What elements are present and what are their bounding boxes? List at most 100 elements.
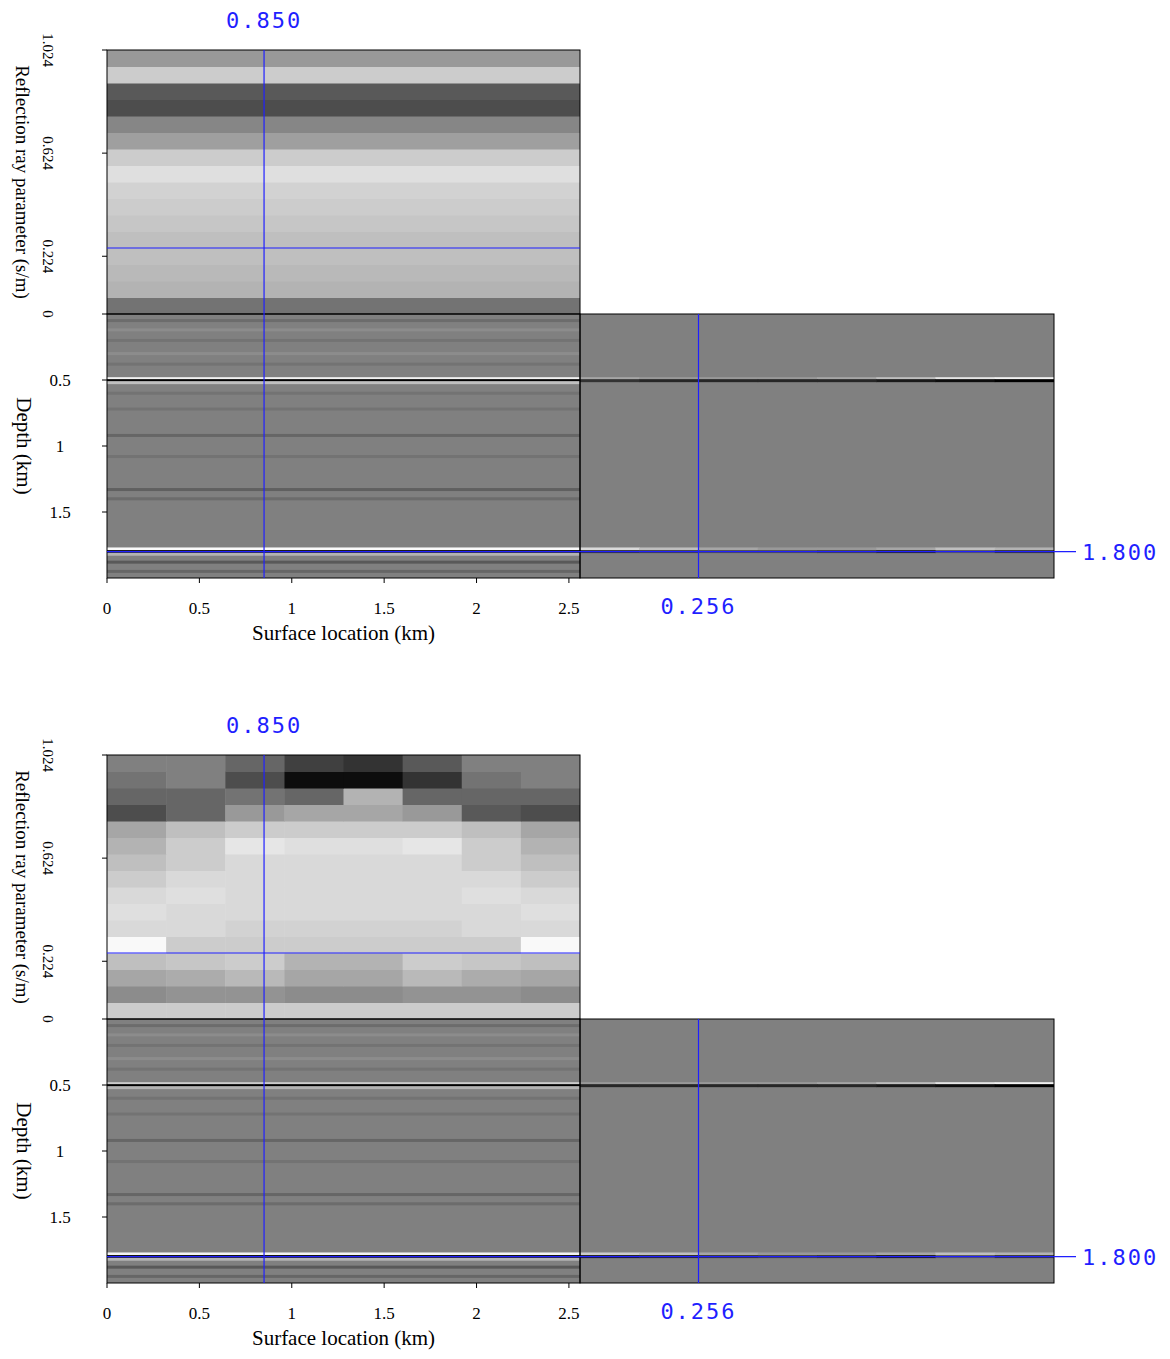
cell bbox=[166, 937, 226, 954]
cell bbox=[403, 755, 463, 772]
cell bbox=[521, 986, 580, 1003]
cell bbox=[403, 920, 463, 937]
gather-event bbox=[995, 1084, 1054, 1087]
x-tick-label: 2.5 bbox=[558, 599, 579, 618]
x-tick bbox=[476, 1283, 477, 1288]
reflector bbox=[107, 1266, 580, 1269]
reflector bbox=[107, 363, 580, 366]
x-tick-label: 1 bbox=[288, 1304, 297, 1323]
cell bbox=[107, 166, 580, 183]
gather-event bbox=[876, 1084, 936, 1087]
gather-event bbox=[876, 1252, 936, 1255]
frame bbox=[107, 50, 580, 314]
gather-event bbox=[639, 547, 699, 550]
cell bbox=[521, 887, 580, 904]
x-tick bbox=[107, 1283, 108, 1288]
cell bbox=[225, 953, 285, 970]
cell bbox=[107, 182, 580, 199]
reflector bbox=[107, 1033, 580, 1036]
cell bbox=[225, 920, 285, 937]
reflector bbox=[107, 1086, 580, 1089]
cell bbox=[284, 986, 344, 1003]
cell bbox=[107, 116, 580, 133]
reflector bbox=[107, 1139, 580, 1142]
p-tick bbox=[102, 961, 107, 962]
cell bbox=[107, 100, 580, 117]
cell bbox=[344, 970, 404, 987]
cell bbox=[403, 788, 463, 805]
cell bbox=[107, 298, 580, 315]
cell bbox=[166, 854, 226, 871]
cell bbox=[225, 821, 285, 838]
reflector bbox=[107, 1202, 580, 1205]
cell bbox=[521, 854, 580, 871]
y-tick-label: 0.5 bbox=[49, 371, 70, 390]
y-tick-label: 1 bbox=[56, 1142, 65, 1161]
cell bbox=[166, 821, 226, 838]
p-tick-label: 0 bbox=[40, 310, 56, 318]
cell bbox=[166, 788, 226, 805]
x-tick bbox=[568, 578, 569, 583]
cell bbox=[344, 986, 404, 1003]
gather-event bbox=[936, 1252, 996, 1255]
y-tick-label: 1 bbox=[56, 437, 65, 456]
x-tick-label: 1 bbox=[288, 599, 297, 618]
panel: 00.511.522.5Surface location (km)0.511.5… bbox=[11, 8, 1159, 645]
reflector bbox=[107, 488, 580, 491]
crosshair-x bbox=[263, 50, 264, 578]
frame bbox=[580, 1019, 1054, 1283]
x-tick-label: 2.5 bbox=[558, 1304, 579, 1323]
reflector bbox=[107, 392, 580, 395]
background bbox=[580, 314, 1054, 578]
gather-event bbox=[699, 1084, 759, 1087]
cell bbox=[284, 887, 344, 904]
cell bbox=[344, 821, 404, 838]
crosshair-label: 0.256 bbox=[660, 1299, 736, 1324]
x-tick bbox=[107, 578, 108, 583]
p-tick-label: 0.624 bbox=[40, 841, 56, 875]
cell bbox=[225, 970, 285, 987]
frame bbox=[107, 755, 580, 1019]
gather-event bbox=[639, 379, 699, 382]
cell bbox=[107, 248, 580, 265]
crosshair-p bbox=[698, 314, 699, 578]
p-tick bbox=[102, 1019, 107, 1020]
x-tick-label: 0 bbox=[103, 599, 112, 618]
gather-event bbox=[758, 547, 818, 550]
p-tick bbox=[102, 50, 107, 51]
cell bbox=[462, 871, 522, 888]
crosshair-p bbox=[698, 1019, 699, 1283]
cell bbox=[107, 904, 167, 921]
reflector bbox=[107, 339, 580, 342]
p-tick bbox=[102, 858, 107, 859]
gather-event bbox=[995, 547, 1054, 550]
cell bbox=[344, 904, 404, 921]
p-tick-label: 0.624 bbox=[40, 136, 56, 170]
reflector bbox=[107, 570, 580, 573]
cell bbox=[462, 1003, 522, 1020]
gather-event bbox=[817, 1084, 877, 1087]
x-tick-label: 0.5 bbox=[189, 1304, 210, 1323]
frame bbox=[107, 314, 580, 578]
cell bbox=[166, 986, 226, 1003]
gather-event bbox=[639, 1252, 699, 1255]
cell bbox=[107, 265, 580, 282]
x-tick bbox=[384, 578, 385, 583]
gather-event bbox=[817, 379, 877, 382]
y-tick bbox=[102, 1151, 107, 1152]
gather-image bbox=[580, 1019, 1054, 1283]
reflector bbox=[107, 352, 580, 355]
cell bbox=[284, 1003, 344, 1020]
gather-event bbox=[639, 1084, 699, 1087]
cell bbox=[521, 970, 580, 987]
cell bbox=[107, 887, 167, 904]
cell bbox=[462, 970, 522, 987]
cell bbox=[107, 772, 167, 789]
background bbox=[107, 314, 580, 578]
cell bbox=[403, 953, 463, 970]
cell bbox=[521, 788, 580, 805]
cell bbox=[344, 838, 404, 855]
cell bbox=[166, 904, 226, 921]
cell bbox=[166, 970, 226, 987]
depth-image bbox=[107, 314, 580, 578]
